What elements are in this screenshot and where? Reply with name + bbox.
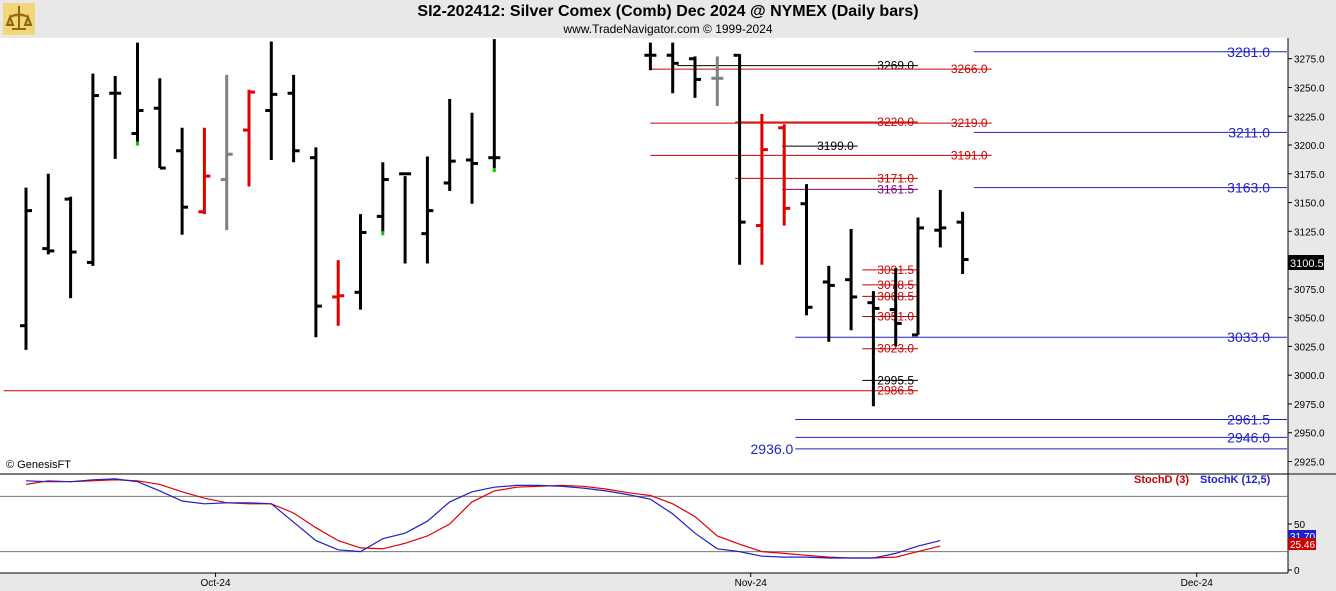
y-tick-label: 3000.0 bbox=[1294, 371, 1325, 382]
y-tick-label: 3175.0 bbox=[1294, 170, 1325, 181]
y-tick-label: 3025.0 bbox=[1294, 342, 1325, 353]
chart-title: SI2-202412: Silver Comex (Comb) Dec 2024… bbox=[417, 3, 919, 20]
level-label: 3269.0 bbox=[877, 59, 914, 73]
level-label: 2995.5 bbox=[877, 373, 914, 387]
y-tick-label: 3050.0 bbox=[1294, 314, 1325, 325]
y-tick-label: 2975.0 bbox=[1294, 400, 1325, 411]
chart-header: SI2-202412: Silver Comex (Comb) Dec 2024… bbox=[0, 0, 1336, 38]
level-label: 3023.0 bbox=[877, 342, 914, 356]
last-price-label: 3100.5 bbox=[1290, 258, 1324, 270]
level-label: 2986.5 bbox=[877, 384, 914, 398]
level-label: 3171.0 bbox=[877, 171, 914, 185]
y-tick-label: 3275.0 bbox=[1294, 55, 1325, 66]
level-label: 3163.0 bbox=[1227, 180, 1270, 196]
price-levels: 3281.0 3269.0 3266.0 3220.0 3219.0 3211.0 3199… bbox=[3, 44, 1287, 457]
y-tick-label: 3150.0 bbox=[1294, 199, 1325, 210]
x-tick-label: Oct-24 bbox=[201, 578, 231, 589]
stochd-value-label: 25.46 bbox=[1290, 540, 1315, 551]
stochk-value-label: 31.70 bbox=[1290, 532, 1315, 543]
level-label: 3033.0 bbox=[1227, 329, 1270, 345]
legend-stochk: StochK (12,5) bbox=[1200, 474, 1271, 486]
indicator-plot-area bbox=[0, 475, 1288, 573]
level-label: 3161.5 bbox=[877, 182, 914, 196]
indicator-y-tick-label: 0 bbox=[1294, 566, 1300, 577]
y-tick-label: 3075.0 bbox=[1294, 285, 1325, 296]
level-label: 3199.0 bbox=[817, 139, 854, 153]
y-tick-label: 3200.0 bbox=[1294, 141, 1325, 152]
trade-navigator-logo-icon bbox=[3, 3, 35, 35]
stochd-value-badge bbox=[1288, 538, 1316, 550]
last-price-badge bbox=[1288, 255, 1324, 270]
level-label: 3211.0 bbox=[1228, 124, 1270, 140]
legend-stochd: StochD (3) bbox=[1134, 474, 1189, 486]
date-axis: Oct-24 Nov-24 Dec-24 bbox=[201, 573, 1214, 589]
stoch-series-line-red bbox=[25, 479, 941, 559]
price-bars bbox=[20, 39, 969, 407]
level-label: 3220.0 bbox=[877, 115, 914, 129]
chart-subtitle: www.TradeNavigator.com © 1999-2024 bbox=[563, 22, 773, 36]
indicator-y-tick-label: 50 bbox=[1294, 520, 1306, 531]
y-tick-label: 3250.0 bbox=[1294, 83, 1325, 94]
level-label: 3266.0 bbox=[951, 62, 988, 76]
x-tick-label: Nov-24 bbox=[735, 578, 768, 589]
level-label: 3191.0 bbox=[951, 148, 988, 162]
level-label: 2946.0 bbox=[1227, 429, 1270, 445]
stoch-series-line-blue bbox=[25, 478, 941, 559]
watermark-label: © GenesisFT bbox=[6, 459, 71, 471]
y-tick-label: 2925.0 bbox=[1294, 457, 1325, 468]
y-tick-label: 2950.0 bbox=[1294, 429, 1325, 440]
main-plot-area bbox=[0, 38, 1288, 473]
level-label: 2936.0 bbox=[751, 441, 794, 457]
level-label: 3219.0 bbox=[951, 116, 988, 130]
stochastic-indicator: 50 0 bbox=[0, 478, 1306, 577]
level-label: 2961.5 bbox=[1227, 411, 1270, 427]
y-tick-label: 3225.0 bbox=[1294, 112, 1325, 123]
level-label: 3281.0 bbox=[1227, 44, 1270, 60]
y-tick-label: 3125.0 bbox=[1294, 227, 1325, 238]
x-tick-label: Dec-24 bbox=[1181, 578, 1214, 589]
